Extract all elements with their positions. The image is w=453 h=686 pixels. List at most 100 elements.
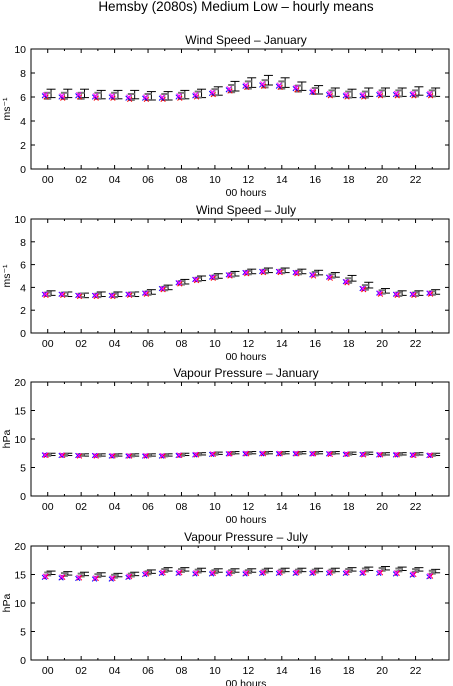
y-tick-label: 10 [14,434,26,446]
data-point [92,452,99,459]
data-point [142,570,149,577]
data-point [75,574,82,581]
data-point [125,291,131,297]
y-tick-label: 15 [14,406,26,418]
data-point [293,450,299,456]
data-point [427,572,433,579]
series-5 [42,569,433,581]
x-tick-label: 10 [209,665,221,677]
x-tick-label: 18 [343,174,355,186]
data-point [59,93,65,99]
x-tick-label: 08 [176,501,188,513]
x-tick-label: 06 [142,174,154,186]
data-point [41,291,48,297]
data-point [376,290,383,296]
data-point [41,452,48,458]
x-tick-label: 06 [142,338,154,350]
y-tick-label: 6 [20,92,26,104]
data-point [275,268,282,275]
x-tick-label: 22 [410,501,422,513]
data-point [243,82,249,88]
data-point [226,570,232,576]
data-point [326,451,333,457]
x-tick-label: 12 [243,174,255,186]
data-point [176,452,182,458]
x-axis-label: 00 hours [226,187,267,199]
y-tick-label: 15 [14,570,26,582]
x-tick-label: 04 [109,174,121,186]
data-point [310,88,316,94]
data-point [142,452,149,459]
data-point [226,451,232,457]
data-point [360,285,366,292]
data-point [59,291,65,297]
x-tick-label: 02 [75,665,87,677]
x-tick-label: 12 [243,338,255,350]
data-point [392,291,399,297]
data-point [126,291,132,297]
series-2 [44,268,436,299]
data-point [325,451,332,457]
data-point [427,290,433,296]
y-tick-label: 5 [20,463,26,475]
series-5 [42,81,433,100]
data-point [326,90,333,97]
data-point [410,571,416,577]
chart-panel-4: Vapour Pressure – July 00 02 04 06 08 10 12 14 16… [1,530,450,686]
data-point [410,291,416,297]
x-tick-label: 02 [75,338,87,350]
y-tick-label: 5 [20,627,26,639]
data-point [209,451,216,457]
x-axis-label: 00 hours [226,514,267,526]
data-point [208,274,215,280]
series-5 [42,450,433,459]
x-tick-label: 20 [376,665,388,677]
data-point [309,451,315,457]
plot-frame [30,48,450,170]
data-point [360,91,366,98]
data-point [376,290,382,296]
data-point [225,272,231,278]
x-tick-label: 00 [42,174,54,186]
data-point [175,280,181,286]
data-point [142,290,148,296]
data-point [359,451,365,458]
y-tick-label: 6 [20,260,26,272]
data-point [59,452,65,458]
data-point [92,575,99,581]
series-3 [43,269,434,300]
data-point [209,274,216,280]
x-tick-label: 10 [209,338,221,350]
panel-title: Vapour Pressure – January [173,366,318,380]
data-point [159,452,165,459]
series-5 [42,268,433,299]
y-tick-label: 2 [20,140,26,152]
y-tick-label: 0 [20,164,26,176]
data-point [92,292,99,299]
x-tick-label: 10 [209,501,221,513]
data-point [310,272,316,278]
x-tick-label: 18 [343,665,355,677]
data-point [259,268,265,275]
data-point [42,452,48,458]
x-tick-label: 00 [42,501,54,513]
data-point [75,91,82,98]
y-tick-label: 4 [20,282,26,294]
y-tick-label: 10 [14,598,26,610]
data-point [159,285,165,292]
x-tick-label: 04 [109,338,121,350]
data-point [393,451,399,458]
data-point [376,569,383,575]
data-point [225,451,231,457]
data-point [42,291,48,297]
y-tick-label: 10 [14,44,26,56]
data-point [109,93,115,99]
x-tick-label: 08 [176,665,188,677]
data-point [75,452,81,459]
y-tick-label: 8 [20,237,26,249]
data-point [109,292,115,299]
data-point [226,85,232,92]
data-point [310,569,316,575]
y-tick-label: 20 [14,541,26,553]
